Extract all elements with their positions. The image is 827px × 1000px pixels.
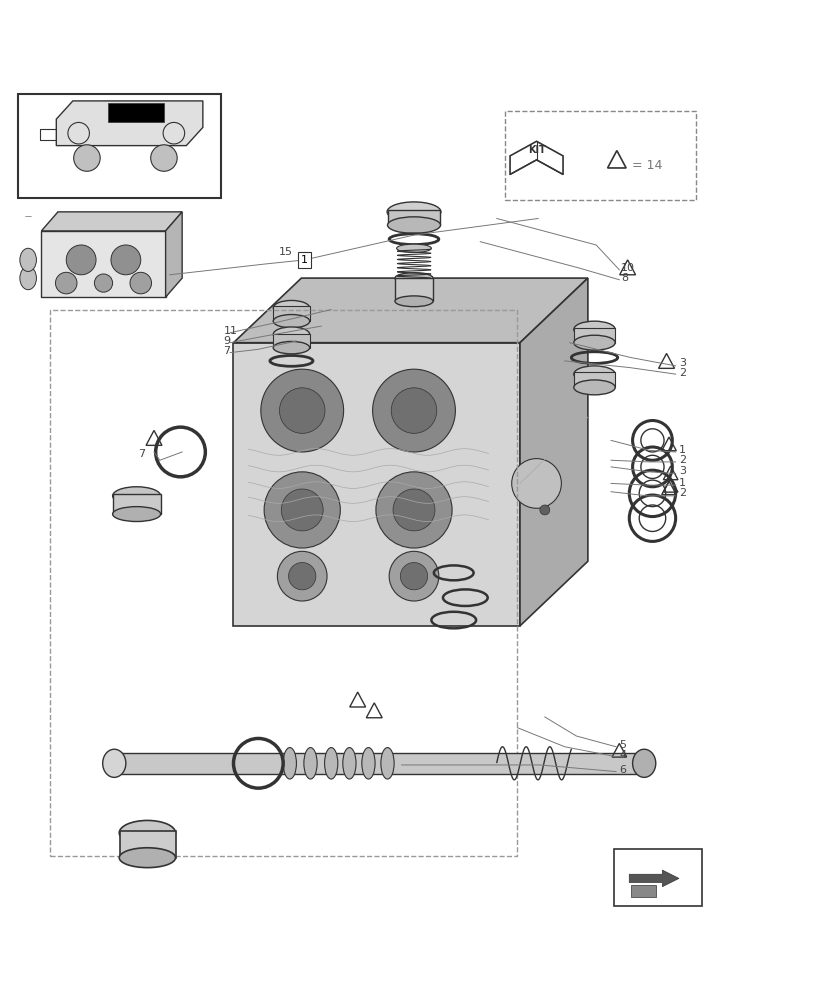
- Ellipse shape: [273, 327, 309, 342]
- Ellipse shape: [283, 748, 296, 779]
- Bar: [387, 210, 440, 225]
- Bar: [394, 278, 433, 301]
- Ellipse shape: [119, 848, 175, 868]
- Ellipse shape: [273, 341, 309, 354]
- Circle shape: [375, 472, 452, 548]
- Polygon shape: [629, 870, 678, 887]
- Ellipse shape: [632, 749, 655, 777]
- Ellipse shape: [20, 267, 36, 290]
- Circle shape: [393, 489, 434, 531]
- Text: 4: 4: [619, 750, 626, 760]
- Text: 6: 6: [619, 765, 625, 775]
- Ellipse shape: [573, 335, 614, 350]
- Circle shape: [66, 245, 96, 275]
- Ellipse shape: [573, 380, 614, 395]
- Text: 1: 1: [301, 255, 308, 265]
- Circle shape: [277, 551, 327, 601]
- Polygon shape: [233, 278, 587, 343]
- Circle shape: [111, 245, 141, 275]
- Circle shape: [74, 145, 100, 171]
- Ellipse shape: [396, 244, 431, 252]
- Ellipse shape: [342, 748, 356, 779]
- Bar: [114, 753, 643, 774]
- Ellipse shape: [112, 487, 160, 505]
- Ellipse shape: [361, 748, 375, 779]
- Polygon shape: [165, 212, 182, 297]
- Ellipse shape: [324, 748, 337, 779]
- Circle shape: [400, 563, 427, 590]
- Text: 2: 2: [678, 455, 686, 465]
- Bar: [120, 831, 176, 858]
- Circle shape: [264, 472, 340, 548]
- Ellipse shape: [112, 507, 160, 522]
- Text: 7: 7: [137, 449, 145, 459]
- Bar: [573, 372, 614, 387]
- Polygon shape: [41, 212, 182, 231]
- Circle shape: [511, 459, 561, 508]
- Circle shape: [151, 145, 177, 171]
- Bar: [273, 306, 309, 321]
- Bar: [273, 334, 309, 348]
- Polygon shape: [509, 141, 562, 174]
- Ellipse shape: [386, 202, 441, 222]
- Ellipse shape: [20, 248, 36, 271]
- Text: —: —: [25, 213, 31, 219]
- Text: 2: 2: [678, 368, 686, 378]
- Circle shape: [55, 272, 77, 294]
- Bar: [504, 111, 695, 200]
- Text: 10: 10: [620, 263, 634, 273]
- Ellipse shape: [387, 217, 440, 233]
- Circle shape: [289, 563, 316, 590]
- Text: 3: 3: [678, 466, 685, 476]
- Bar: [573, 328, 614, 343]
- Text: 2: 2: [678, 488, 686, 498]
- Polygon shape: [233, 343, 519, 626]
- Text: KIT: KIT: [527, 145, 545, 155]
- Polygon shape: [41, 231, 165, 297]
- Ellipse shape: [119, 820, 175, 845]
- Ellipse shape: [394, 296, 433, 307]
- Circle shape: [389, 551, 438, 601]
- Circle shape: [281, 489, 323, 531]
- Bar: [630, 885, 655, 897]
- Ellipse shape: [394, 273, 433, 283]
- Text: 7: 7: [223, 346, 231, 356]
- Text: 8: 8: [620, 273, 628, 283]
- Text: 15: 15: [279, 247, 292, 257]
- Circle shape: [539, 505, 549, 515]
- Polygon shape: [519, 278, 587, 626]
- Ellipse shape: [573, 321, 614, 338]
- Ellipse shape: [573, 366, 614, 382]
- Text: 3: 3: [678, 358, 685, 368]
- Bar: [614, 849, 701, 906]
- Circle shape: [280, 388, 324, 433]
- Text: 5: 5: [619, 740, 625, 750]
- Text: 1: 1: [678, 478, 685, 488]
- Ellipse shape: [273, 315, 309, 328]
- Circle shape: [372, 369, 455, 452]
- Bar: [108, 103, 164, 122]
- Text: 1: 1: [678, 445, 685, 455]
- Ellipse shape: [103, 749, 126, 777]
- Circle shape: [94, 274, 112, 292]
- Bar: [112, 494, 160, 514]
- Polygon shape: [56, 101, 203, 146]
- Ellipse shape: [304, 748, 317, 779]
- Bar: [18, 94, 221, 198]
- Text: 9: 9: [223, 336, 231, 346]
- Circle shape: [391, 388, 437, 433]
- Ellipse shape: [273, 300, 309, 315]
- Circle shape: [261, 369, 343, 452]
- Text: 11: 11: [223, 326, 237, 336]
- Circle shape: [130, 272, 151, 294]
- Bar: [50, 310, 517, 856]
- Ellipse shape: [380, 748, 394, 779]
- Text: = 14: = 14: [631, 159, 662, 172]
